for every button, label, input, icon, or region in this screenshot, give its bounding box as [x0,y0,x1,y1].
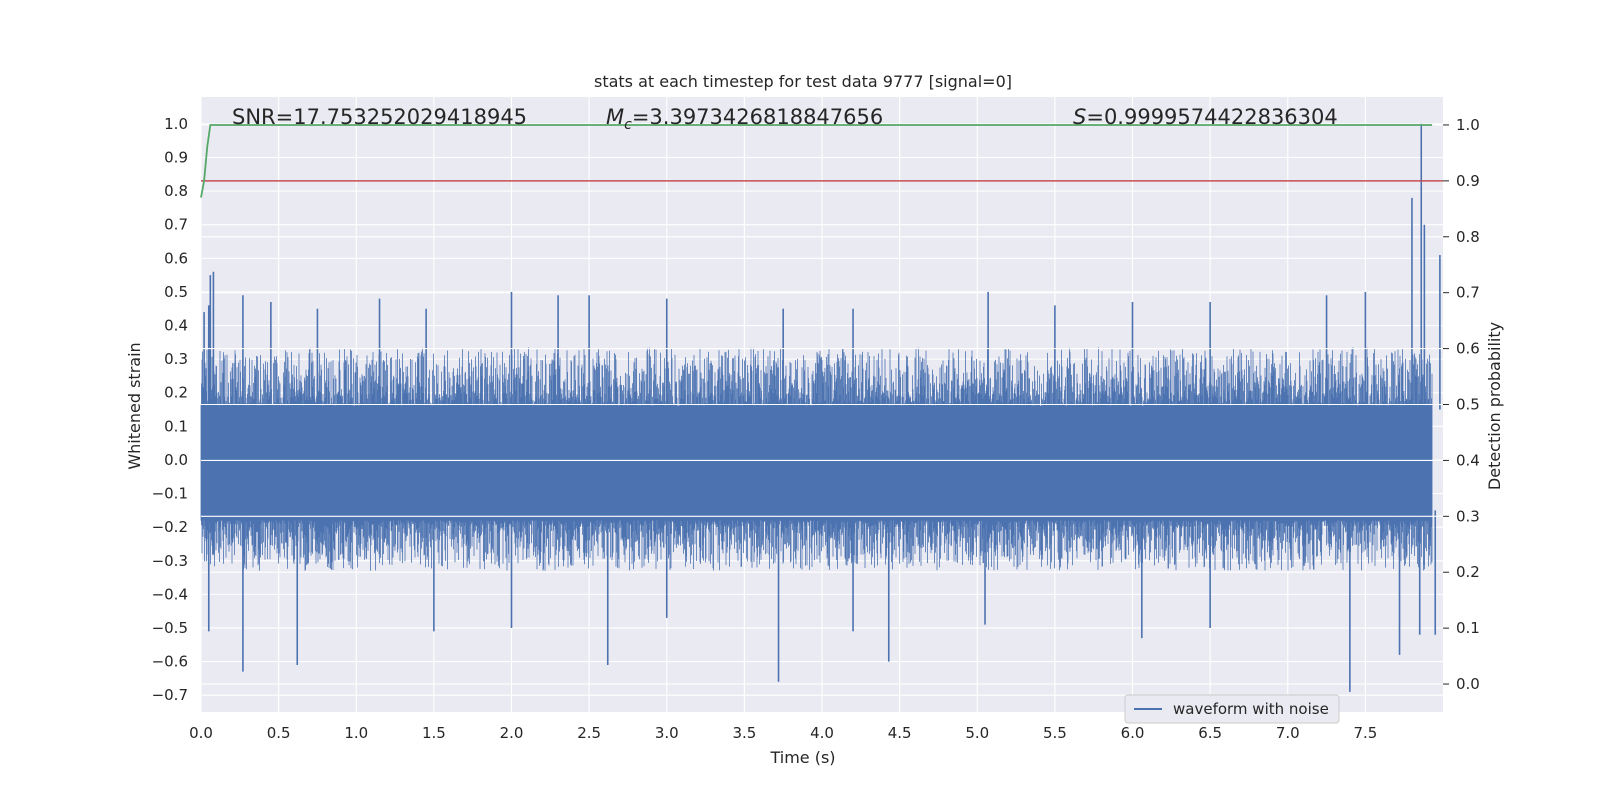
y-tick-label: 0.9 [164,148,188,166]
snr-annotation: SNR=17.753252029418945 [232,105,527,129]
chirp-mass-value: =3.3973426818847656 [632,105,883,129]
x-tick-label: 1.0 [344,724,368,742]
y-tick-label: 0.7 [164,216,188,234]
y2-axis-label: Detection probability [1485,322,1504,490]
y-tick-label: −0.6 [152,653,188,671]
y-tick-label: −0.5 [152,619,188,637]
y2-tick-label: 0.6 [1456,340,1480,358]
y2-axis-ticks: 0.0 0.1 0.2 0.3 0.4 0.5 0.6 0.7 0.8 0.9 1.0 [1443,116,1480,693]
chirp-mass-subscript: c [624,117,632,133]
y-tick-label: 0.6 [164,249,188,267]
y-tick-label: −0.4 [152,585,188,603]
y2-tick-label: 0.2 [1456,563,1480,581]
waveform-series [200,123,1443,692]
waveform-noise [200,347,1433,571]
y-tick-label: 0.8 [164,182,188,200]
y2-tick-label: 0.9 [1456,172,1480,190]
y-tick-label: 0.3 [164,350,188,368]
x-tick-label: 5.5 [1043,724,1067,742]
y2-tick-label: 0.7 [1456,284,1480,302]
y2-tick-label: 0.5 [1456,396,1480,414]
y-tick-label: 0.0 [164,451,188,469]
y-tick-label: 0.4 [164,317,188,335]
y-tick-label: −0.3 [152,552,188,570]
x-tick-label: 4.0 [810,724,834,742]
chart-title: stats at each timestep for test data 977… [594,72,1012,91]
y2-tick-label: 0.3 [1456,507,1480,525]
y-tick-label: −0.7 [152,686,188,704]
legend: waveform with noise [1124,694,1340,724]
y-tick-label: 0.2 [164,384,188,402]
x-tick-label: 7.5 [1353,724,1377,742]
x-tick-label: 6.0 [1121,724,1145,742]
score-annotation: S=0.9999574422836304 [1073,105,1338,129]
y-tick-label: 0.5 [164,283,188,301]
legend-label-waveform: waveform with noise [1173,700,1329,718]
score-symbol: S [1073,105,1086,129]
y-tick-label: 1.0 [164,115,188,133]
y2-tick-label: 0.4 [1456,451,1480,469]
x-tick-label: 6.5 [1198,724,1222,742]
x-tick-label: 3.5 [732,724,756,742]
y-axis-ticks: −0.7 −0.6 −0.5 −0.4 −0.3 −0.2 −0.1 0.0 0.1 0.2 0.3… [152,115,188,704]
probability-line [200,124,1433,198]
legend-box [1124,694,1340,724]
y-tick-label: −0.1 [152,485,188,503]
x-tick-label: 2.0 [500,724,524,742]
x-tick-label: 1.5 [422,724,446,742]
x-tick-label: 5.0 [965,724,989,742]
x-tick-label: 3.0 [655,724,679,742]
chirp-mass-symbol: M [606,105,624,129]
y2-tick-label: 1.0 [1456,116,1480,134]
y2-tick-label: 0.1 [1456,619,1480,637]
y-tick-label: −0.2 [152,518,188,536]
y-axis-label: Whitened strain [125,342,144,469]
y-tick-label: 0.1 [164,417,188,435]
x-tick-label: 4.5 [888,724,912,742]
x-tick-label: 0.5 [267,724,291,742]
y2-tick-label: 0.0 [1456,675,1480,693]
chirp-mass-annotation: Mc=3.3973426818847656 [606,105,883,133]
x-axis-ticks: 0.0 0.5 1.0 1.5 2.0 2.5 3.0 3.5 4.0 4.5 5.0 5.5 6.0 6… [189,724,1377,742]
score-value: =0.9999574422836304 [1086,105,1337,129]
x-tick-label: 2.5 [577,724,601,742]
probability-series [200,124,1443,198]
x-tick-label: 7.0 [1276,724,1300,742]
x-tick-label: 0.0 [189,724,213,742]
x-axis-label: Time (s) [769,748,835,767]
y2-tick-label: 0.8 [1456,228,1480,246]
